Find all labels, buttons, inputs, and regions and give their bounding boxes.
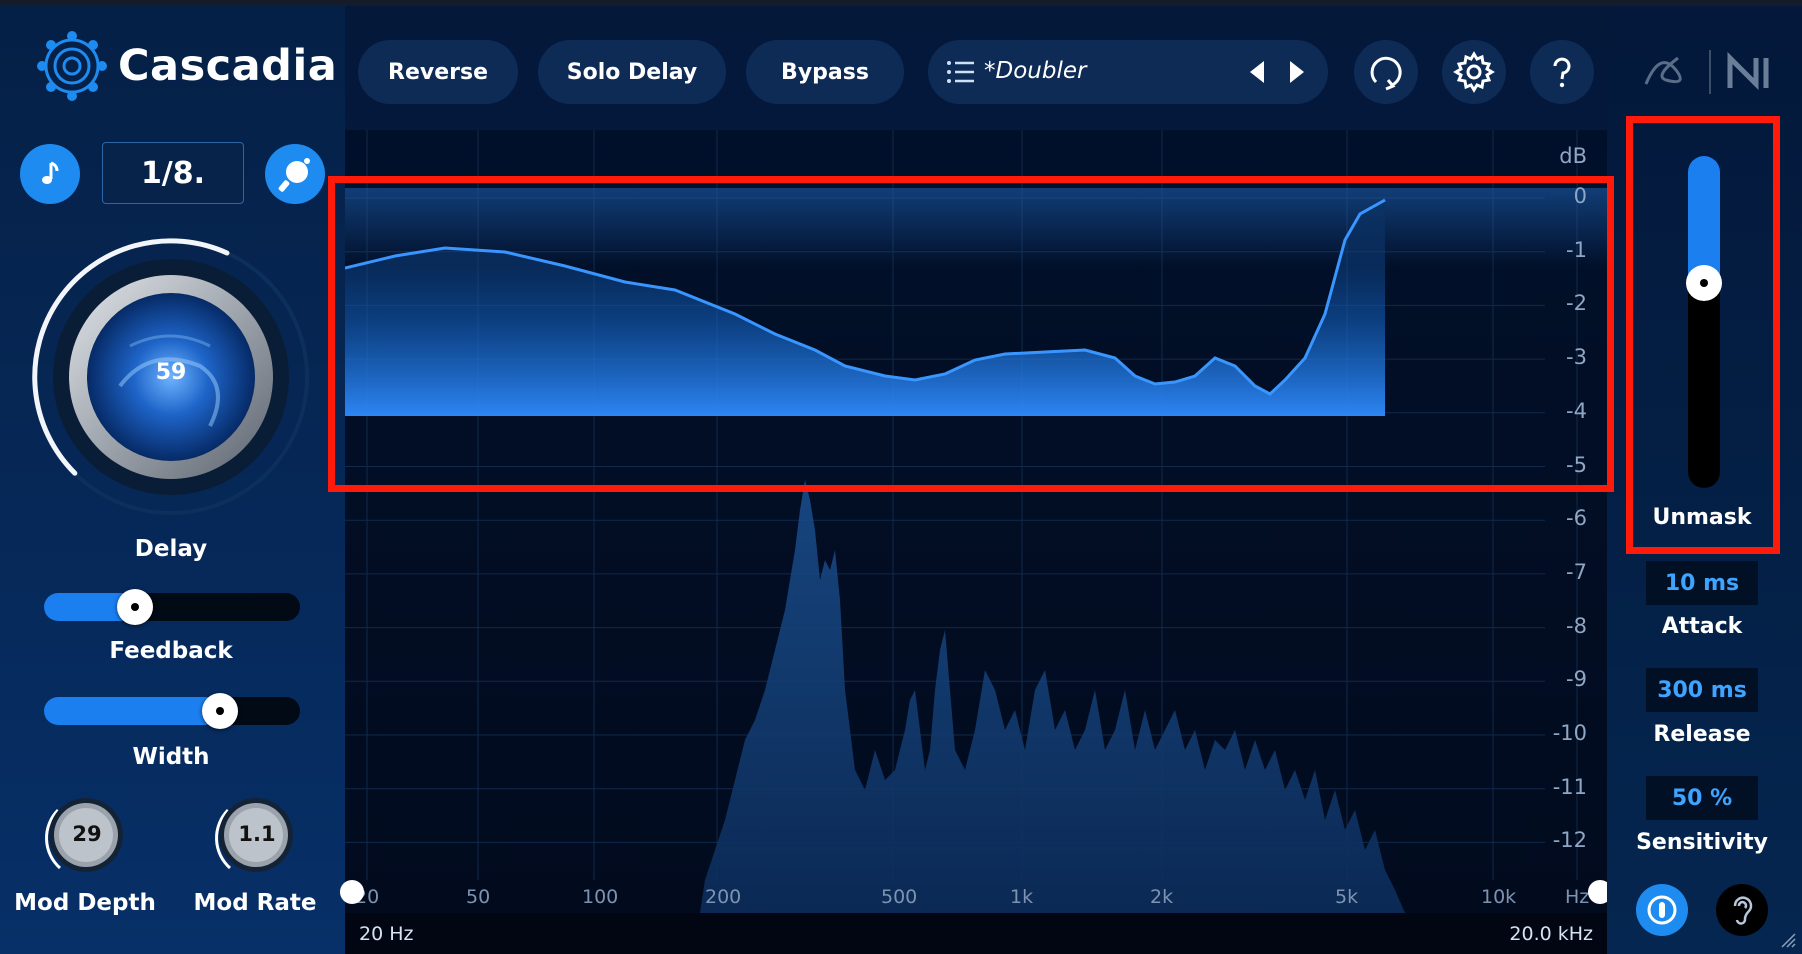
sensitivity-value: 50 % — [1671, 785, 1733, 811]
attack-label: Attack — [1661, 614, 1743, 639]
arrow-right-icon[interactable] — [1284, 59, 1310, 85]
release-value-box[interactable]: 300 ms — [1646, 668, 1758, 712]
brand-logos — [1636, 40, 1796, 104]
db-tick-label: -5 — [1566, 452, 1587, 477]
db-tick-label: 0 — [1573, 184, 1587, 208]
db-tick-label: -12 — [1552, 828, 1587, 853]
frequency-tick-label: 2k — [1150, 886, 1174, 908]
frequency-range-bar[interactable]: 20 Hz 20.0 kHz — [345, 913, 1607, 954]
unmask-slider-fill — [1688, 156, 1720, 283]
width-slider-thumb[interactable] — [202, 693, 239, 729]
mod-depth-knob[interactable]: 29 — [40, 790, 130, 880]
bypass-button[interactable]: Bypass — [746, 40, 904, 104]
range-high-label: 20.0 kHz — [1509, 923, 1593, 945]
feedback-slider[interactable] — [44, 589, 300, 625]
sensitivity-value-box[interactable]: 50 % — [1646, 776, 1758, 820]
delay-knob-graphic — [32, 238, 309, 515]
db-tick-label: -6 — [1566, 506, 1587, 531]
note-icon — [42, 161, 59, 184]
frequency-tick-label: Hz — [1565, 886, 1590, 908]
attack-value-box[interactable]: 10 ms — [1646, 561, 1758, 605]
mod-rate-label: Mod Rate — [193, 890, 317, 916]
db-tick-label: -1 — [1566, 237, 1587, 262]
audio-spectrum — [700, 480, 1405, 913]
release-label: Release — [1653, 722, 1751, 747]
unmask-curve-fill — [345, 200, 1385, 416]
frequency-tick-label: 50 — [466, 886, 491, 908]
frequency-tick-label: 200 — [705, 886, 742, 908]
mod-depth-knob-graphic — [45, 798, 123, 872]
frequency-tick-label: 100 — [582, 886, 619, 908]
history-icon — [1370, 56, 1402, 91]
window-top-strip — [0, 0, 1802, 6]
db-tick-label: -7 — [1566, 559, 1587, 584]
history-button[interactable] — [1354, 40, 1418, 104]
frequency-tick-label: 1k — [1010, 886, 1034, 908]
solo-delay-button[interactable]: Solo Delay — [538, 40, 726, 104]
gear-icon — [1453, 51, 1495, 93]
low-range-handle[interactable] — [340, 880, 364, 904]
delay-value: 59 — [155, 360, 187, 385]
mod-rate-value: 1.1 — [238, 822, 276, 846]
listen-button[interactable] — [1636, 884, 1688, 936]
width-label: Width — [132, 744, 210, 770]
frequency-tick-label: 10k — [1481, 886, 1517, 908]
help-icon — [1553, 57, 1571, 88]
settings-button[interactable] — [1442, 40, 1506, 104]
frequency-tick-label: 5k — [1335, 886, 1359, 908]
db-tick-label: -2 — [1566, 291, 1587, 316]
frequency-tick-label: 500 — [881, 886, 918, 908]
ear-icon — [1733, 896, 1753, 925]
brand: Cascadia — [36, 30, 337, 102]
preset-name: *Doubler — [984, 58, 1087, 84]
delay-time-display[interactable]: 1/8. — [102, 142, 244, 204]
delay-knob[interactable]: 59 — [30, 236, 312, 518]
ping-pong-button[interactable] — [265, 144, 325, 204]
unmask-slider-thumb[interactable] — [1686, 264, 1722, 301]
ear-button[interactable] — [1716, 884, 1768, 936]
tempo-sync-button[interactable] — [20, 144, 80, 204]
feedback-label: Feedback — [109, 638, 233, 664]
spectrum-graph[interactable]: dB 0 -1 -2 -3 -4 -5 -6 -7 -8 -9 -10 -11 -12 20 50 100 20… — [345, 130, 1607, 913]
app-title: Cascadia — [118, 41, 338, 91]
resize-grip-icon[interactable] — [1778, 930, 1796, 948]
mod-rate-knob[interactable]: 1.1 — [210, 790, 300, 880]
width-slider[interactable] — [44, 693, 300, 729]
db-tick-label: -9 — [1566, 667, 1587, 692]
reverse-button[interactable]: Reverse — [358, 40, 518, 104]
attack-value: 10 ms — [1664, 570, 1740, 596]
unmask-label: Unmask — [1652, 505, 1752, 530]
mod-depth-value: 29 — [72, 822, 102, 846]
feedback-slider-thumb[interactable] — [116, 589, 153, 625]
db-tick-label: -4 — [1566, 398, 1587, 423]
cascadia-logo-icon — [37, 31, 107, 101]
db-unit-label: dB — [1559, 144, 1587, 168]
release-value: 300 ms — [1657, 677, 1747, 703]
unmask-slider[interactable] — [1686, 156, 1722, 488]
ping-pong-icon — [278, 158, 310, 192]
db-tick-label: -11 — [1552, 774, 1587, 799]
listen-icon — [1647, 895, 1677, 925]
mod-depth-label: Mod Depth — [14, 890, 156, 916]
arrow-left-icon[interactable] — [1244, 59, 1270, 85]
db-tick-label: -10 — [1552, 721, 1587, 745]
izotope-logo-icon — [1644, 50, 1711, 94]
delay-time-value: 1/8. — [140, 155, 206, 191]
help-button[interactable] — [1530, 40, 1594, 104]
list-icon[interactable] — [946, 58, 976, 86]
width-slider-fill — [44, 697, 221, 725]
db-tick-label: -8 — [1566, 613, 1587, 638]
preset-selector[interactable]: *Doubler — [928, 40, 1328, 104]
mod-rate-knob-graphic — [215, 798, 293, 872]
ni-logo-icon — [1727, 52, 1769, 91]
db-tick-label: -3 — [1566, 345, 1587, 370]
spectrum-graph-svg — [345, 130, 1607, 913]
range-low-label: 20 Hz — [359, 923, 414, 945]
sensitivity-label: Sensitivity — [1636, 830, 1768, 855]
delay-label: Delay — [134, 536, 208, 562]
unmask-curve-line — [345, 198, 1386, 396]
